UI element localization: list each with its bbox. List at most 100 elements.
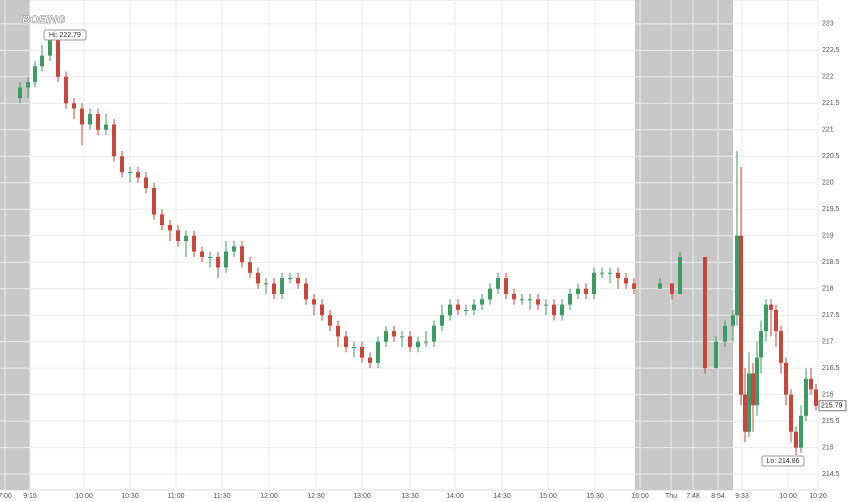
- candle-body: [714, 341, 718, 369]
- y-tick-label: 219: [822, 233, 834, 240]
- candle-body: [200, 251, 204, 257]
- y-tick-label: 218.5: [822, 259, 840, 266]
- last-price-box: [818, 400, 847, 412]
- candle-body: [160, 214, 164, 226]
- candle-body: [328, 315, 332, 326]
- candle-body: [56, 39, 60, 77]
- y-tick-label: 221.5: [822, 100, 840, 107]
- candle-body: [703, 256, 707, 369]
- candle-body: [789, 394, 793, 432]
- y-tick-label: 220.5: [822, 153, 840, 160]
- y-tick-label: 215.5: [822, 418, 840, 425]
- candle-body: [408, 336, 412, 347]
- candle-body: [216, 256, 220, 268]
- y-tick-label: 216: [822, 391, 834, 398]
- candle-body: [804, 378, 808, 416]
- candle-body: [769, 304, 773, 310]
- candle-body: [152, 188, 156, 215]
- y-tick-label: 217: [822, 339, 834, 346]
- x-tick-label: 11:30: [214, 493, 231, 500]
- x-tick-label: 14:30: [493, 493, 511, 500]
- x-tick-label: 11:00: [168, 493, 185, 500]
- candle-body: [774, 309, 778, 332]
- x-tick-label: 16:00: [631, 493, 649, 500]
- candle-body: [392, 331, 396, 337]
- candle-body: [232, 246, 236, 252]
- x-tick-label: 9:33: [735, 493, 749, 500]
- y-tick-label: 219.5: [822, 206, 840, 213]
- x-tick-label: 15:00: [539, 493, 557, 500]
- candle-body: [448, 304, 452, 316]
- candle-body: [264, 283, 268, 285]
- candle-body: [112, 124, 116, 157]
- candle-body: [779, 331, 783, 363]
- candle-body: [658, 283, 662, 289]
- y-tick-label: 222: [822, 74, 834, 81]
- candle-body: [552, 304, 556, 316]
- candle-body: [432, 325, 436, 342]
- x-tick-label: 14:00: [446, 493, 464, 500]
- x-tick-label: 7:00: [0, 493, 12, 500]
- x-tick-label: 7:48: [686, 493, 700, 500]
- candle-body: [759, 331, 763, 358]
- last-price-label: 215.79: [821, 403, 843, 410]
- candle-body: [296, 278, 300, 284]
- candle-body: [576, 288, 580, 294]
- candle-body: [176, 230, 180, 242]
- x-tick-label: 10:00: [779, 493, 797, 500]
- candle-body: [136, 172, 140, 178]
- candle-body: [670, 283, 674, 294]
- candle-body: [144, 177, 148, 189]
- candle-body: [272, 283, 276, 294]
- candle-body: [584, 288, 588, 294]
- candle-body: [336, 325, 340, 337]
- x-tick-label: 10:30: [121, 493, 139, 500]
- y-tick-label: 222.5: [822, 47, 840, 54]
- marks-layer: [18, 34, 818, 456]
- candle-body: [96, 113, 100, 130]
- candle-body: [368, 357, 372, 363]
- candle-body: [33, 66, 37, 83]
- candle-body: [464, 309, 468, 311]
- candle-body: [288, 278, 292, 280]
- candle-body: [751, 373, 755, 406]
- x-tick-label: 13:30: [401, 493, 419, 500]
- x-tick-label: 10:20: [809, 493, 827, 500]
- x-tick-label: 12:30: [307, 493, 325, 500]
- candle-body: [48, 39, 52, 56]
- lo-label: Lo: 214.86: [766, 458, 799, 465]
- y-tick-label: 223: [822, 21, 834, 28]
- candle-body: [40, 55, 44, 67]
- candle-body: [755, 357, 759, 406]
- candle-body: [480, 299, 484, 305]
- x-tick-label: 13:00: [353, 493, 371, 500]
- candle-body: [256, 272, 260, 284]
- candle-body: [632, 283, 636, 289]
- candle-body: [424, 341, 428, 343]
- candle-body: [168, 225, 172, 231]
- candle-body: [544, 304, 548, 306]
- candle-body: [440, 315, 444, 326]
- candle-body: [488, 288, 492, 300]
- candle-body: [456, 304, 460, 310]
- candle-body: [678, 256, 682, 294]
- candle-body: [560, 304, 564, 316]
- candle-body: [248, 262, 252, 273]
- x-tick-label: 12:00: [260, 493, 278, 500]
- candle-body: [496, 278, 500, 289]
- candle-body: [64, 76, 68, 104]
- candle-body: [616, 272, 620, 279]
- candle-body: [192, 235, 196, 252]
- candle-body: [735, 235, 739, 316]
- candle-body: [528, 299, 532, 301]
- candle-body: [128, 172, 132, 174]
- text-layer: BOEING 223 222.5 222 221.5 221 220.5 220 219.5 2…: [0, 14, 847, 500]
- candle-body: [536, 299, 540, 305]
- y-tick-label: 214.5: [822, 471, 840, 478]
- candle-body: [764, 304, 768, 332]
- y-tick-label: 217.5: [822, 312, 840, 319]
- candle-body: [799, 415, 803, 448]
- candle-body: [723, 325, 727, 342]
- candle-body: [26, 82, 30, 88]
